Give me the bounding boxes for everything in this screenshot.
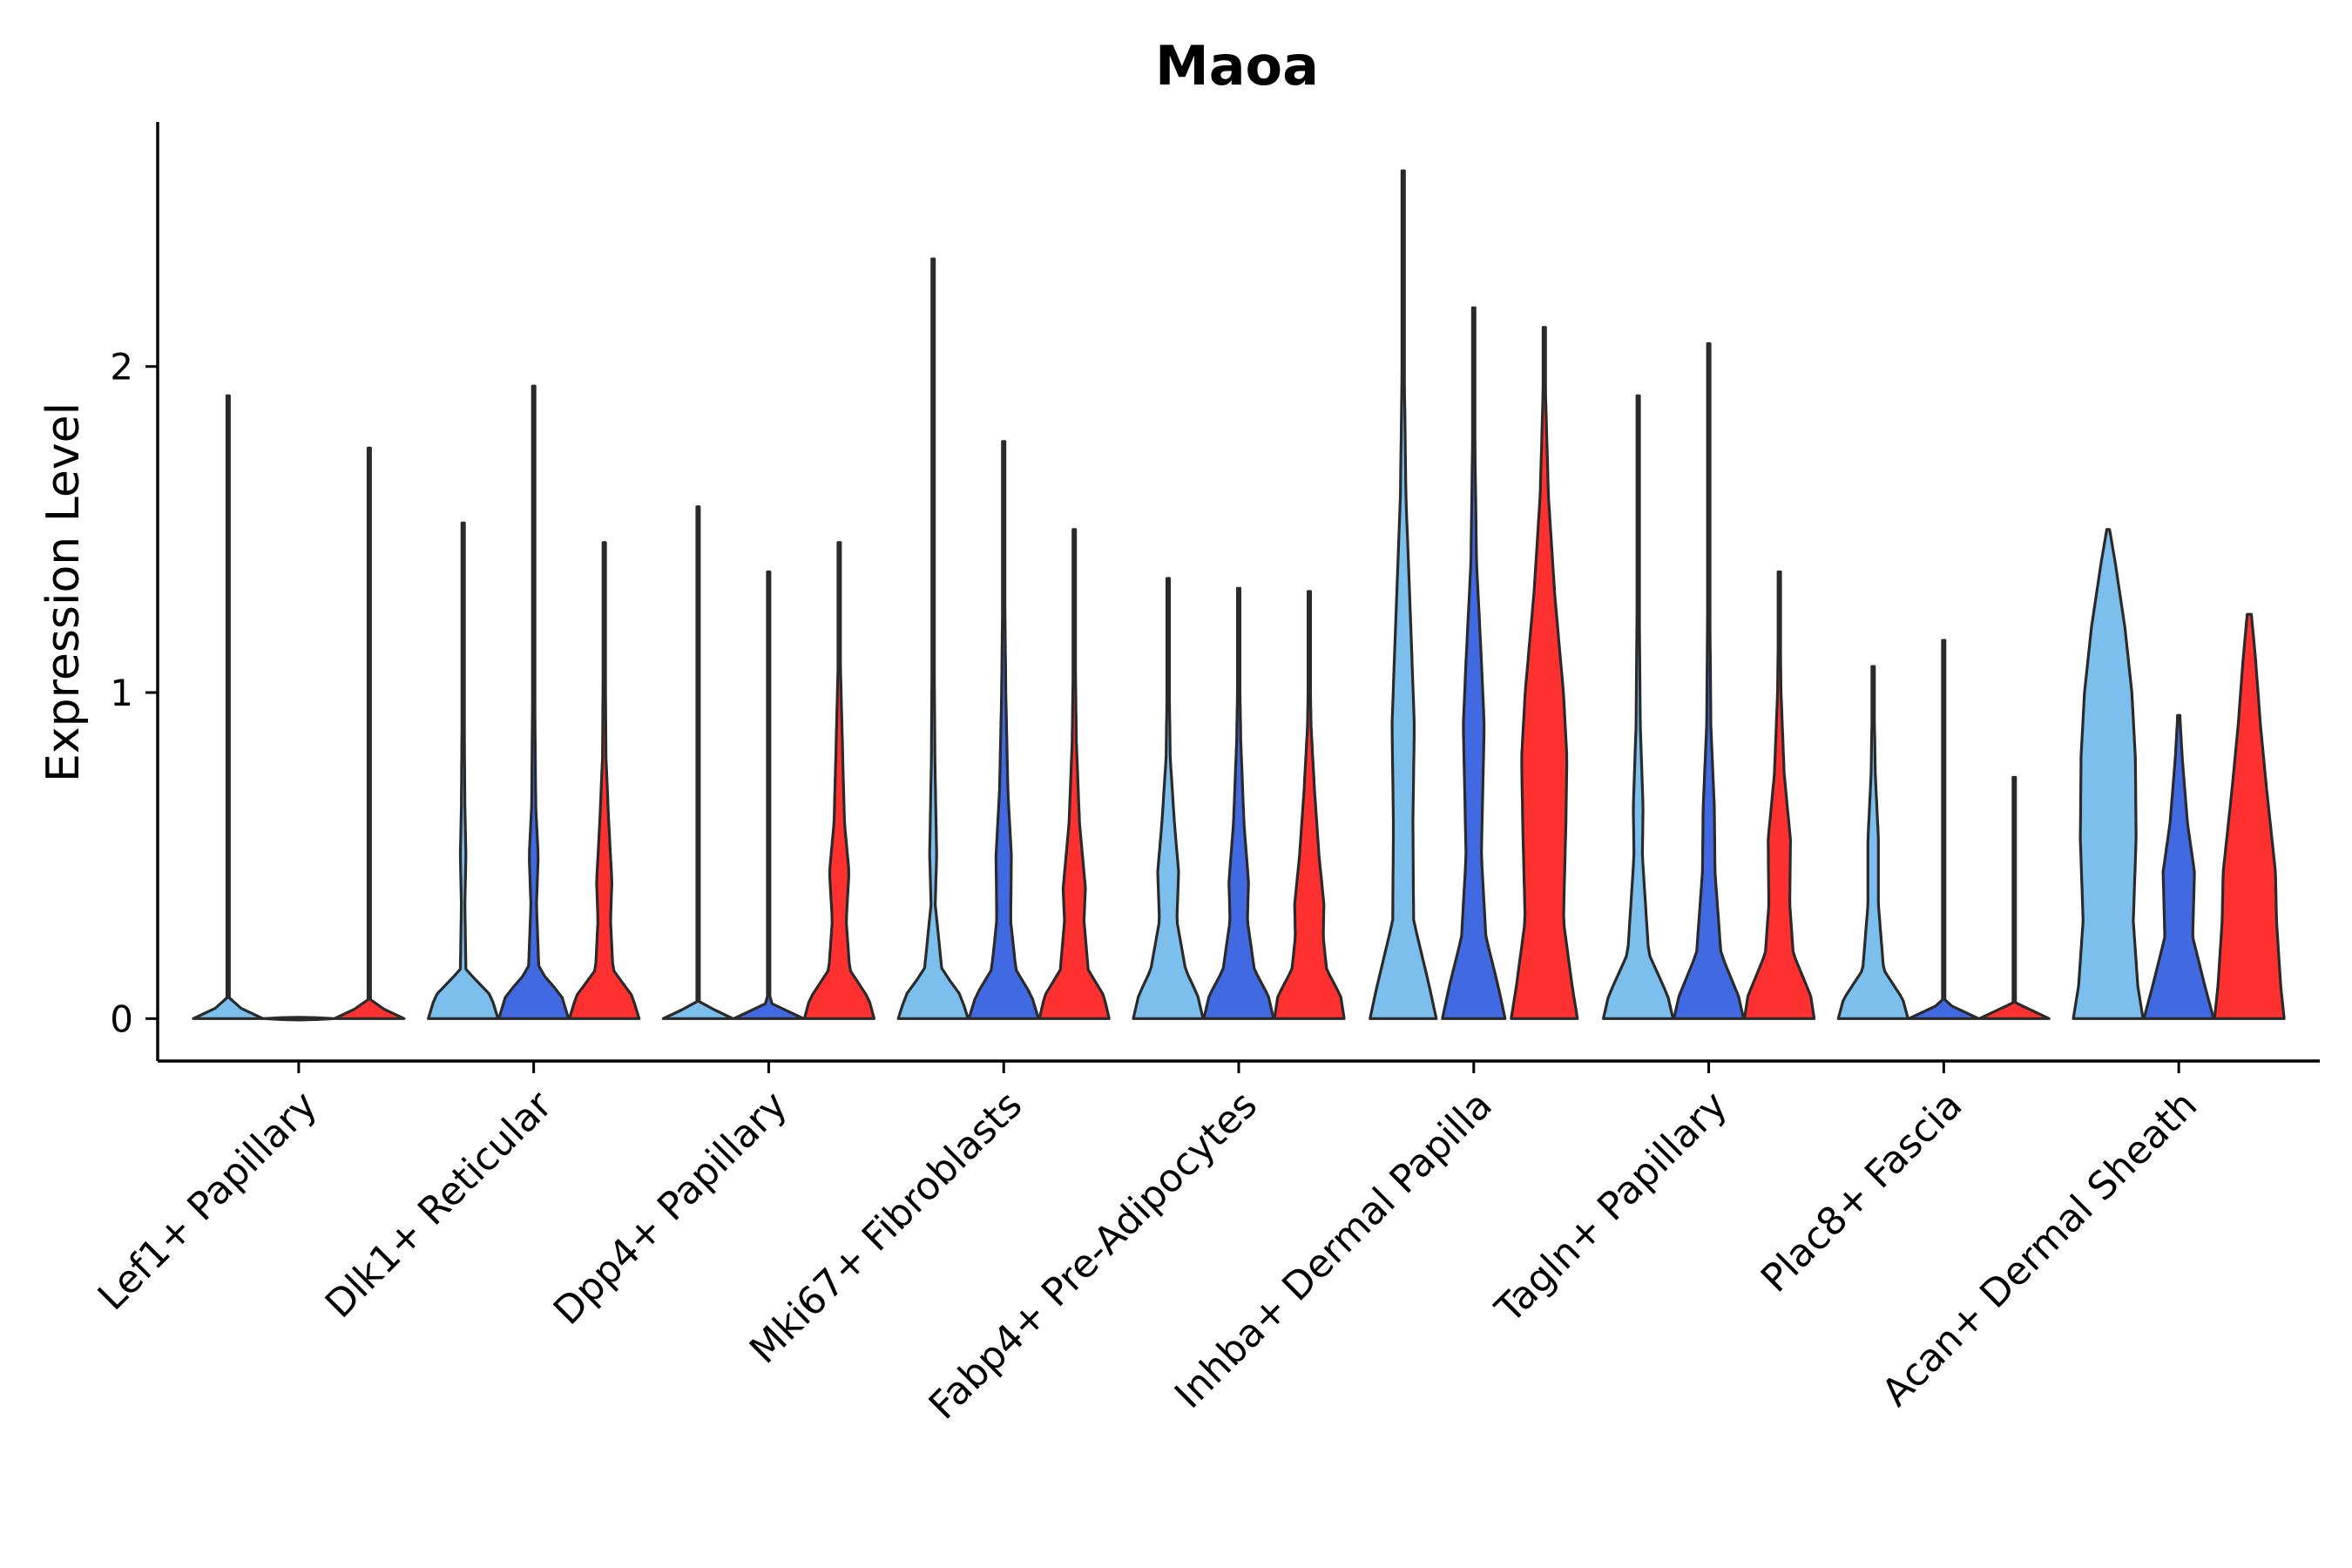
violin-5-group-3 [1273, 590, 1346, 1020]
x-tick-label: Tagln+ Papillary [1487, 1083, 1736, 1332]
violin-8-group-1 [1836, 665, 1909, 1020]
violin-9-group-3 [2213, 612, 2286, 1020]
violin-4-group-2 [967, 440, 1040, 1020]
violin-4-group-3 [1037, 528, 1111, 1020]
violin-7-group-2 [1673, 341, 1746, 1020]
violin-5-group-1 [1132, 577, 1205, 1020]
violin-1-group-3 [333, 446, 406, 1020]
y-tick-label: 0 [110, 997, 133, 1040]
y-tick-label: 2 [110, 346, 133, 389]
violin-7-group-3 [1743, 570, 1816, 1020]
violin-1-group-1 [192, 394, 265, 1020]
violin-2-group-3 [568, 541, 641, 1020]
violin-6-group-2 [1441, 306, 1507, 1020]
x-tick-label: Plac8+ Fascia [1753, 1083, 1971, 1301]
violin-6-group-1 [1369, 169, 1438, 1020]
violin-3-group-1 [661, 505, 734, 1020]
violin-6-group-3 [1510, 326, 1579, 1020]
violin-4-group-1 [896, 257, 970, 1020]
violin-8-group-2 [1907, 639, 1980, 1020]
chart-title: Maoa [1155, 34, 1319, 98]
violin-5-group-2 [1202, 586, 1275, 1020]
y-tick-label: 1 [110, 672, 133, 714]
violin-9-group-1 [2072, 528, 2145, 1020]
violin-2-group-1 [427, 521, 500, 1020]
violin-9-group-2 [2142, 713, 2215, 1020]
violin-2-group-2 [497, 384, 571, 1020]
x-tick-label: Lef1+ Papillary [90, 1083, 326, 1319]
x-tick-label: Dpp4+ Papillary [545, 1083, 796, 1334]
violin-1-group-2 [262, 1016, 335, 1022]
violin-7-group-1 [1602, 394, 1675, 1020]
violin-3-group-3 [802, 541, 875, 1020]
violin-8-group-3 [1977, 775, 2051, 1020]
violins-layer [192, 169, 2286, 1022]
violin-3-group-2 [732, 570, 805, 1020]
x-tick-label: Dlk1+ Reticular [317, 1082, 562, 1327]
y-axis-label: Expression Level [37, 402, 90, 782]
